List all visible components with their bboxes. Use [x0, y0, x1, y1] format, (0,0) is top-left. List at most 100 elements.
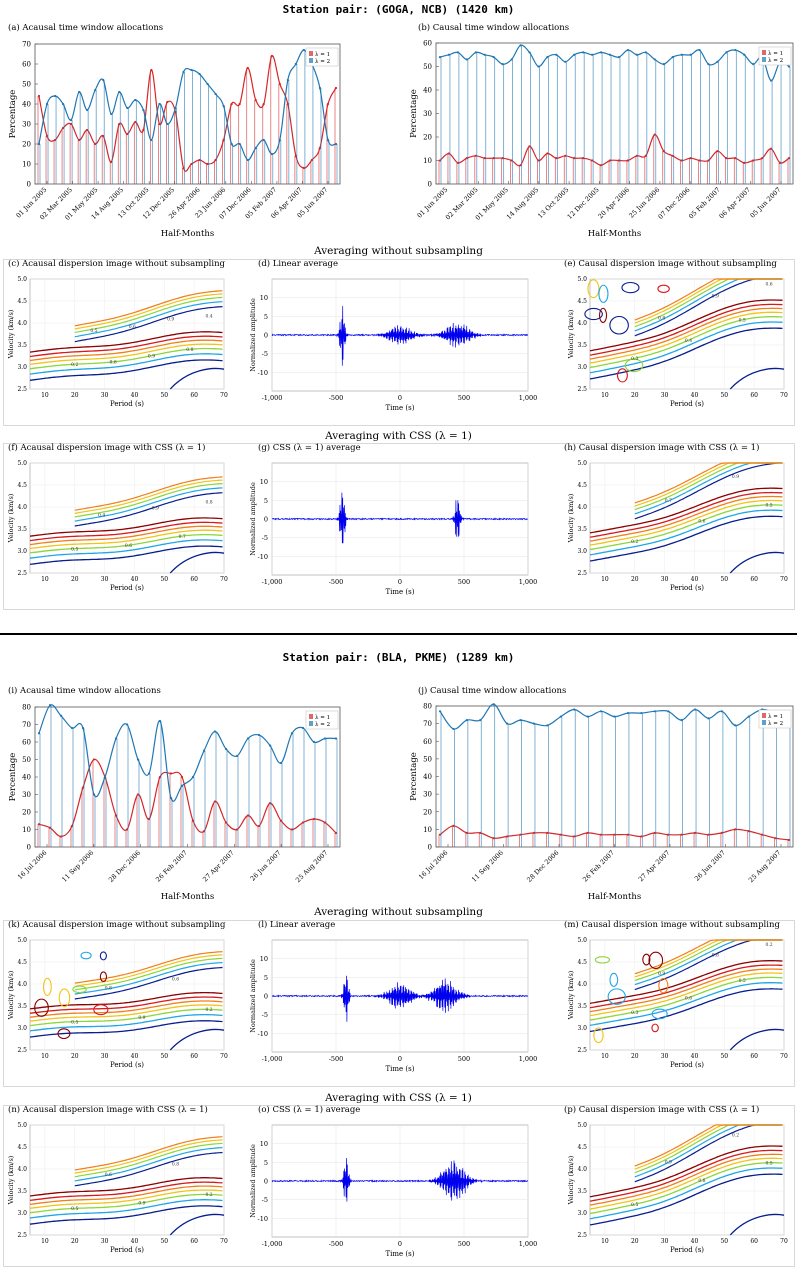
point-lambda2 [559, 715, 562, 718]
point-lambda2 [254, 146, 257, 150]
point-lambda1 [202, 830, 206, 833]
point-lambda1 [70, 122, 73, 126]
x-tick-label: 70 [780, 1238, 788, 1245]
point-lambda1 [182, 166, 185, 170]
x-axis-label: Half-Months [161, 892, 214, 902]
contour-line [589, 988, 783, 1033]
y-tick-label: 20 [22, 809, 31, 817]
contour-line [29, 1004, 223, 1022]
x-axis-label: Half-Months [588, 892, 641, 902]
point-lambda1 [667, 833, 670, 836]
panel-l-title: (l) Linear average [258, 920, 336, 930]
point-lambda1 [78, 138, 81, 142]
contour-label: 0.6 [129, 324, 136, 330]
y-tick-label: 5.0 [577, 276, 587, 283]
point-lambda2 [92, 793, 96, 796]
y-tick-label: 30 [423, 110, 432, 118]
contour-line [589, 499, 783, 546]
y-tick-label: 0 [428, 844, 432, 852]
point-lambda1 [70, 824, 74, 828]
x-tick-label: 50 [160, 576, 168, 583]
point-lambda2 [301, 726, 305, 730]
point-lambda2 [166, 122, 169, 126]
point-lambda2 [180, 784, 184, 787]
point-lambda1 [774, 837, 777, 840]
x-tick-label: 16 Jul 2006 [417, 849, 449, 881]
point-lambda2 [334, 142, 338, 146]
point-lambda2 [617, 56, 621, 59]
x-axis-label: Period (s) [670, 1061, 704, 1069]
x-tick-label: 20 [71, 392, 79, 399]
y-tick-label: 5.0 [577, 460, 587, 467]
x-tick-label: 60 [190, 392, 198, 399]
contour-label: 0.7 [179, 534, 186, 540]
contour-line [29, 1013, 223, 1032]
contour-line [74, 492, 223, 527]
contour-line [589, 964, 783, 1009]
y-tick-label: 3.0 [577, 1025, 587, 1032]
point-lambda1 [270, 54, 273, 58]
contour-loop [34, 998, 49, 1017]
point-lambda2 [206, 82, 209, 86]
point-lambda2 [37, 732, 41, 735]
contour-line [589, 327, 783, 380]
y-tick-label: 4.5 [577, 482, 587, 489]
point-lambda2 [78, 90, 81, 94]
y-tick-label: 50 [423, 63, 432, 71]
x-tick-label: 27 Apr 2007 [201, 849, 236, 884]
y-tick-label: 3.0 [17, 364, 27, 371]
x-axis-label: Period (s) [110, 1061, 144, 1069]
contour-label: 0.9 [148, 353, 155, 359]
x-tick-label: 28 Dec 2006 [525, 849, 560, 884]
x-tick-label: 1,000 [519, 578, 538, 586]
y-tick-label: 3.0 [577, 548, 587, 555]
point-lambda2 [465, 719, 468, 722]
panel-c-title: (c) Acausal dispersion image without sub… [8, 259, 225, 269]
y-tick-label: 60 [22, 739, 31, 747]
x-tick-label: 40 [131, 576, 139, 583]
point-lambda2 [214, 92, 217, 96]
point-lambda1 [787, 157, 791, 160]
contour-label: 0.5 [631, 1202, 638, 1208]
point-lambda2 [608, 53, 612, 56]
contour-line [589, 509, 783, 556]
y-tick-label: 0 [264, 332, 268, 340]
x-axis-label: Period (s) [670, 1246, 704, 1254]
contour-label: 0.3 [631, 356, 638, 362]
contour-label: 0.9 [167, 317, 174, 323]
point-lambda1 [725, 157, 728, 160]
x-tick-label: 14 Aug 2005 [505, 186, 540, 221]
y-tick-label: 4.0 [17, 981, 27, 988]
point-lambda1 [102, 134, 105, 138]
point-lambda1 [586, 831, 589, 834]
point-lambda1 [519, 164, 522, 167]
contour-line [29, 1185, 223, 1206]
point-lambda2 [698, 48, 701, 52]
pair-divider [0, 633, 797, 635]
point-lambda1 [716, 150, 719, 153]
point-lambda2 [182, 70, 185, 74]
group-frame-1b [3, 443, 795, 610]
dispersion-image-c: 10 20 30 40 50 60 70 2.5 3.0 3.5 4.0 4.5 5.0 0.2 0.5 0.… [7, 276, 228, 408]
point-lambda2 [456, 51, 459, 54]
contour-line [589, 487, 783, 534]
waveform-d: -1,000 -500 0 500 1,000 10 5 0 -5 -10 Time (s) Norm… [249, 278, 537, 412]
point-lambda2 [147, 772, 151, 775]
point-lambda1 [519, 833, 522, 836]
point-lambda1 [213, 800, 217, 803]
point-lambda2 [483, 53, 486, 56]
panel-n-title: (n) Acausal dispersion image with CSS (λ… [8, 1105, 208, 1115]
point-lambda1 [310, 158, 314, 162]
y-tick-label: 30 [22, 791, 31, 799]
point-lambda1 [573, 157, 576, 160]
point-lambda1 [222, 138, 225, 142]
y-tick-label: 2.5 [17, 1232, 27, 1239]
contour-loop [99, 971, 108, 983]
contour-loop [598, 307, 608, 323]
x-tick-label: 40 [131, 1053, 139, 1060]
y-tick-label: 4.5 [17, 1144, 27, 1151]
x-tick-label: -500 [329, 1240, 344, 1248]
contour-loop [584, 307, 603, 321]
y-tick-label: -5 [262, 1196, 268, 1204]
